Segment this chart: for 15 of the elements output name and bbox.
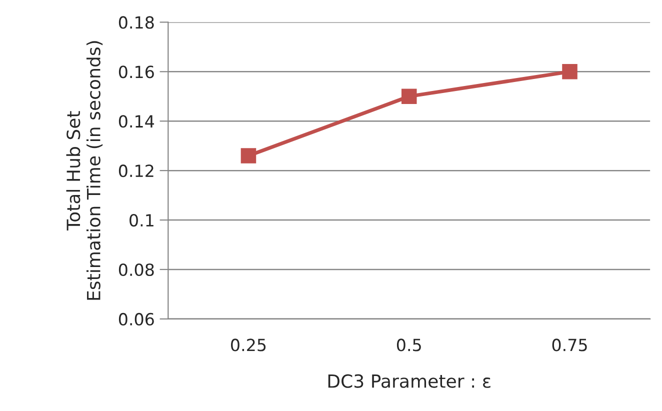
y-axis-title: Total Hub Set Estimation Time (in seconds) bbox=[66, 41, 103, 300]
y-tick-label: 0.18 bbox=[118, 16, 154, 29]
point bbox=[562, 64, 578, 80]
y-tick-label: 0.06 bbox=[118, 312, 154, 326]
point bbox=[401, 88, 417, 104]
y-tick-label: 0.1 bbox=[130, 214, 154, 227]
y-tick-label: 0.16 bbox=[118, 66, 154, 78]
x-tick-label: 0.75 bbox=[552, 338, 587, 352]
x-tick-label: 0.25 bbox=[231, 338, 266, 352]
y-tick-label: 0.12 bbox=[118, 164, 154, 178]
x-tick-label: 0.5 bbox=[396, 338, 421, 352]
x-axis-title: DC3 Parameter : ε bbox=[328, 374, 490, 388]
y-tick-label: 0.08 bbox=[118, 263, 154, 276]
y-tick-label: 0.14 bbox=[118, 115, 154, 128]
point bbox=[240, 148, 256, 164]
